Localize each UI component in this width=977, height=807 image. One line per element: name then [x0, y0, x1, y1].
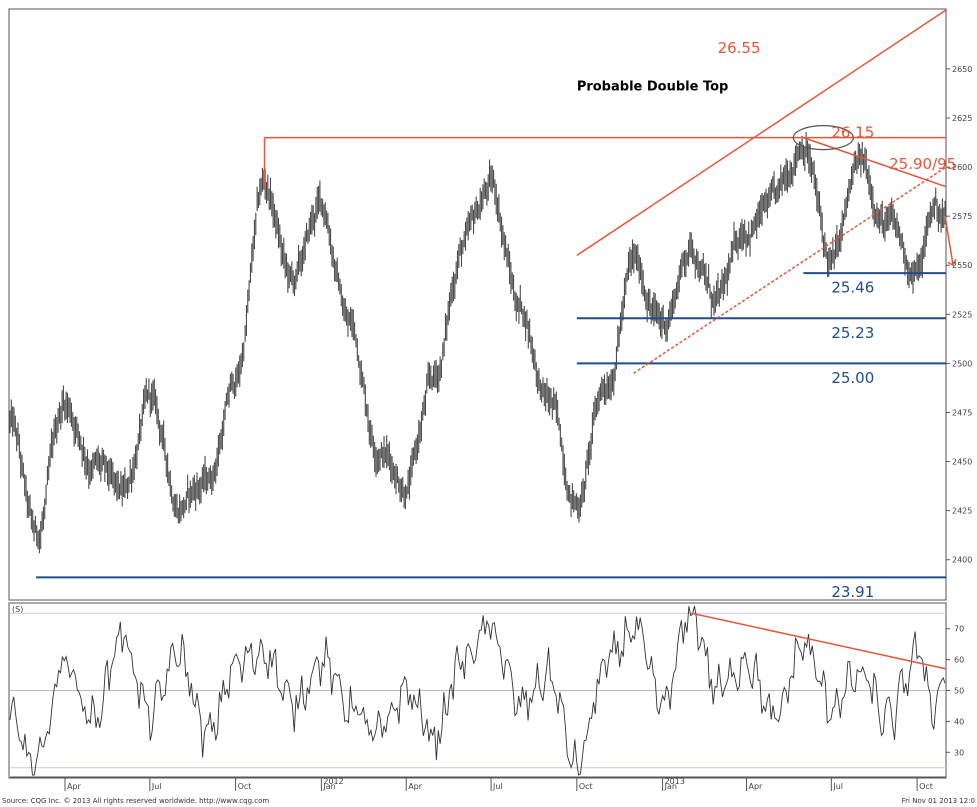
x-tick-label: 2013 — [665, 777, 685, 786]
price-y-tick-label: 2575 — [952, 212, 972, 221]
price-y-tick-label: 2625 — [952, 114, 972, 123]
price-y-tick-label: 2400 — [952, 556, 972, 565]
trend-line-downtrend-from-top — [803, 136, 947, 188]
price-y-tick-label: 2525 — [952, 310, 972, 319]
annotation-label: 25.00 — [831, 369, 874, 387]
price-panel-frame — [8, 8, 947, 601]
x-tick-label: Jul — [492, 782, 503, 791]
x-tick-label: Apr — [408, 782, 423, 791]
trend-line-channel-upper — [576, 9, 947, 257]
osc-y-tick-label: 30 — [954, 748, 964, 757]
trend-line-channel-lower — [633, 166, 947, 374]
osc-y-tick-label: 40 — [954, 717, 964, 726]
x-tick-label: Jul — [832, 782, 843, 791]
x-tick-label: Jan — [322, 782, 335, 791]
price-y-tick-label: 2650 — [952, 65, 972, 74]
price-y-tick-label: 2550 — [952, 261, 972, 270]
annotation-label: Probable Double Top — [577, 79, 729, 94]
price-y-tick-label: 2600 — [952, 163, 972, 172]
price-y-tick-label: 2450 — [952, 458, 972, 467]
x-tick-label: Oct — [579, 782, 593, 791]
source-footer: Source: CQG Inc. © 2013 All rights reser… — [2, 797, 269, 805]
osc-y-tick-label: 60 — [954, 656, 964, 665]
price-series-line — [9, 132, 946, 554]
annotation-label: 23.91 — [831, 583, 874, 601]
projection-arrow-head — [947, 258, 957, 267]
double-top-marker — [792, 125, 854, 151]
x-tick-label: Apr — [748, 782, 763, 791]
price-y-tick-label: 2425 — [952, 507, 972, 516]
x-tick-label: Oct — [238, 782, 252, 791]
oscillator-series-line — [9, 605, 946, 776]
x-tick-label: Jul — [151, 782, 162, 791]
x-tick-label: Apr — [67, 782, 82, 791]
price-y-tick-label: 2475 — [952, 408, 972, 417]
price-y-tick-label: 2500 — [952, 359, 972, 368]
annotation-label: 25.90/95 — [889, 155, 956, 173]
annotation-label: 26.15 — [831, 124, 874, 142]
annotation-label: 25.23 — [831, 324, 874, 342]
osc-y-tick-label: 50 — [954, 687, 964, 696]
annotation-label: 25.46 — [831, 279, 874, 297]
annotation-label: 26.55 — [718, 39, 761, 57]
x-tick-label: 2012 — [323, 777, 343, 786]
trend-line-osc-downtrend — [691, 612, 947, 670]
projection-arrow — [944, 216, 954, 266]
osc-y-tick-label: 70 — [954, 625, 964, 634]
timestamp-footer: Fri Nov 01 2013 12:0 — [902, 797, 975, 805]
x-tick-label: Jan — [664, 782, 677, 791]
oscillator-panel-label: (S) — [12, 605, 23, 614]
x-tick-label: Oct — [919, 782, 933, 791]
